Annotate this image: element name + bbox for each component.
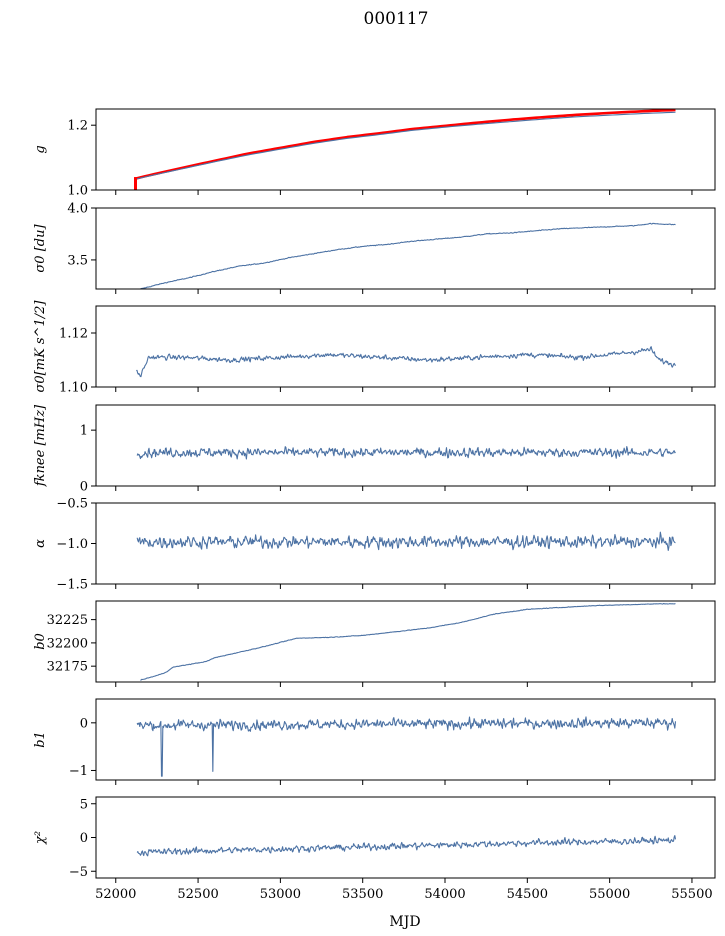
panel-2: 3.5 4.0 σ0 [du] (33, 202, 716, 294)
y-tick-label: −1.5 (56, 578, 88, 593)
y-axis-label: b0 (33, 633, 48, 650)
axes-frame (95, 108, 716, 191)
series-line (136, 716, 677, 777)
panel-4: 0 1 fknee [mHz] (33, 404, 716, 495)
y-tick-label: 0 (80, 480, 88, 495)
y-tick-label: −1.0 (56, 537, 88, 552)
axes-frame (95, 305, 716, 388)
panel-6: 32175 32200 32225 b0 (33, 600, 716, 687)
series-line (136, 111, 676, 180)
panels: 1.0 1.2 g 3.5 4.0 σ0 [du] 1.10 1.12 σ0[mK s^1/2]… (33, 108, 716, 902)
series-line (140, 602, 676, 681)
x-tick-label: 53000 (260, 887, 301, 902)
plot-area (140, 602, 676, 681)
series-line (136, 531, 676, 551)
plot-area (136, 716, 677, 777)
y-tick-label: −0.5 (56, 497, 88, 512)
panel-8: −5 0 5 52000 52500 53000 53500 54000 54500 55000 5… (33, 796, 716, 902)
plot-area (140, 222, 676, 289)
axes-frame (95, 796, 716, 879)
plot-area (136, 346, 676, 378)
series-line (136, 346, 676, 378)
y-tick-label: 4.0 (67, 202, 88, 217)
y-tick-label: −1 (69, 764, 88, 779)
plot-area (136, 531, 676, 551)
x-axis-label: MJD (389, 914, 420, 930)
y-tick-label: 1.12 (59, 327, 88, 342)
axes-frame (95, 404, 716, 487)
x-tick-label: 53500 (342, 887, 383, 902)
panel-7: −1 0 b1 (33, 698, 716, 785)
series-line (136, 446, 676, 460)
x-tick-label: 54500 (507, 887, 548, 902)
y-tick-label: 1 (80, 424, 88, 439)
plot-area (136, 446, 676, 460)
series-line (136, 835, 677, 857)
reference-line (135, 109, 676, 180)
x-tick-label: 52500 (177, 887, 218, 902)
plot-area (136, 835, 677, 857)
y-tick-label: 0 (80, 716, 88, 731)
axes-frame (95, 600, 716, 683)
y-tick-label: 0 (80, 831, 88, 846)
panel-1: 1.0 1.2 g (33, 108, 716, 199)
y-axis-label: χ² (33, 831, 48, 845)
x-tick-label: 52000 (95, 887, 136, 902)
panel-5: −1.5 −1.0 −0.5 α (33, 497, 716, 593)
series-line (140, 222, 676, 289)
y-tick-label: 1.2 (67, 119, 88, 134)
y-axis-label: g (33, 145, 48, 153)
figure-title: 000117 (364, 9, 429, 29)
y-tick-label: −5 (69, 865, 88, 880)
panel-3: 1.10 1.12 σ0[mK s^1/2] (33, 300, 716, 396)
axes-frame (95, 207, 716, 290)
y-tick-label: 1.0 (67, 184, 88, 199)
plot-area (134, 109, 676, 190)
y-tick-label: 5 (80, 797, 88, 812)
y-tick-label: 3.5 (67, 253, 88, 268)
y-tick-label: 1.10 (59, 381, 88, 396)
x-tick-label: 55500 (671, 887, 712, 902)
x-tick-label: 55000 (589, 887, 630, 902)
y-axis-label: σ0 [du] (33, 224, 48, 273)
x-tick-label: 54000 (424, 887, 465, 902)
y-axis-label: α (33, 539, 48, 548)
y-axis-label: σ0[mK s^1/2] (33, 300, 48, 393)
axes-frame (95, 698, 716, 781)
y-axis-label: b1 (33, 731, 48, 748)
y-tick-label: 32175 (47, 660, 88, 675)
y-axis-label: fknee [mHz] (33, 404, 48, 487)
y-tick-label: 32225 (47, 613, 88, 628)
y-tick-label: 32200 (47, 636, 88, 651)
